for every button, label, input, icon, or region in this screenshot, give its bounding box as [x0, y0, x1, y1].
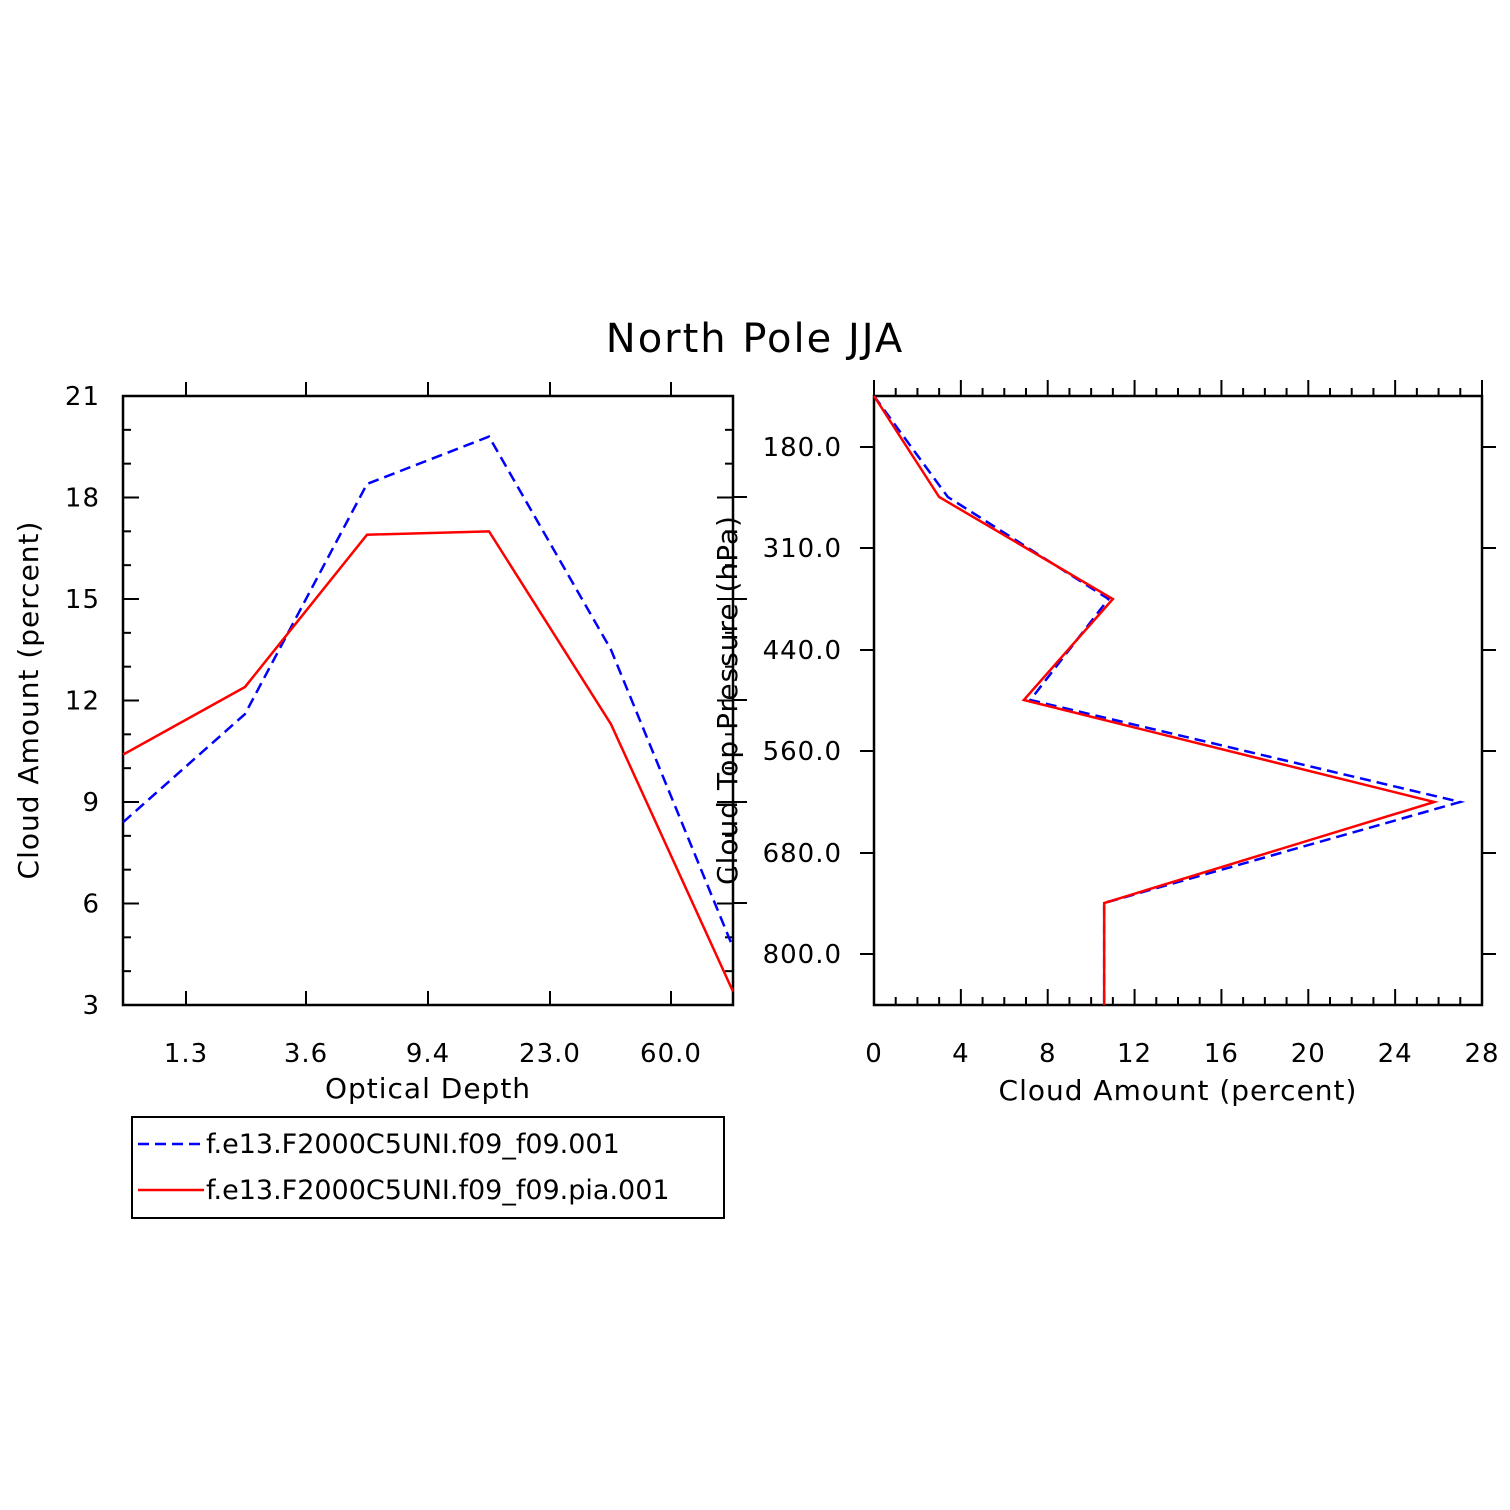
left-x-axis-label: Optical Depth	[325, 1072, 531, 1105]
left-x-tick-label: 23.0	[519, 1039, 581, 1069]
figure-title: North Pole JJA	[606, 316, 904, 362]
right-x-tick-label: 28	[1464, 1039, 1499, 1069]
left-y-tick-label: 12	[65, 687, 100, 717]
left-plot-frame	[121, 394, 735, 1007]
right-y-tick-label: 440.0	[763, 636, 842, 666]
left-axis-ticks: 1.3 3.6 9.4 23.0 60.0 3 6 9 12 15 18 21	[65, 382, 733, 1069]
left-series-2-line	[122, 530, 735, 992]
legend-box	[131, 1116, 725, 1219]
right-series-lines	[872, 395, 1466, 1005]
right-series-1-line	[872, 395, 1466, 1005]
left-series-lines	[122, 435, 735, 992]
left-x-tick-label: 1.3	[164, 1039, 208, 1069]
left-x-tick-label: 60.0	[640, 1039, 702, 1069]
left-x-tick-label: 3.6	[284, 1039, 328, 1069]
right-x-tick-label: 4	[952, 1039, 970, 1069]
right-x-tick-label: 20	[1291, 1039, 1326, 1069]
right-plot-frame	[872, 394, 1484, 1007]
right-x-tick-label: 0	[865, 1039, 883, 1069]
legend-label-series-1: f.e13.F2000C5UNI.f09_f09.001	[206, 1129, 620, 1160]
right-y-tick-label: 800.0	[763, 940, 842, 970]
right-y-tick-label: 310.0	[763, 534, 842, 564]
right-y-tick-label: 180.0	[763, 433, 842, 463]
cloud-top-pressure-chart: 0 4 8 12 16 20 24 28 180.0 310.0 440.0 560.0 680.0 80…	[711, 380, 1499, 1107]
left-x-tick-label: 9.4	[406, 1039, 450, 1069]
right-y-axis-label: Cloud Top Pressure (hPa)	[711, 515, 744, 885]
left-y-axis-label: Cloud Amount (percent)	[12, 521, 45, 880]
left-y-tick-label: 9	[82, 788, 100, 818]
right-x-tick-label: 8	[1039, 1039, 1057, 1069]
right-x-axis-label: Cloud Amount (percent)	[999, 1074, 1358, 1107]
legend-label-series-2: f.e13.F2000C5UNI.f09_f09.pia.001	[206, 1175, 670, 1206]
left-y-tick-label: 18	[65, 484, 100, 514]
left-y-tick-label: 21	[65, 382, 100, 412]
left-y-tick-label: 3	[82, 991, 100, 1021]
left-series-1-line	[122, 435, 735, 948]
left-y-tick-label: 6	[82, 890, 100, 920]
right-y-tick-label: 680.0	[763, 839, 842, 869]
right-y-tick-label: 560.0	[763, 737, 842, 767]
optical-depth-chart: 1.3 3.6 9.4 23.0 60.0 3 6 9 12 15 18 21 Optical Dep…	[12, 382, 735, 1105]
right-x-tick-label: 24	[1378, 1039, 1413, 1069]
right-series-2-line	[872, 395, 1439, 1005]
right-x-tick-label: 16	[1204, 1039, 1239, 1069]
left-y-tick-label: 15	[65, 585, 100, 615]
right-x-tick-label: 12	[1117, 1039, 1152, 1069]
legend: f.e13.F2000C5UNI.f09_f09.001 f.e13.F2000…	[131, 1116, 725, 1219]
right-axis-ticks: 0 4 8 12 16 20 24 28 180.0 310.0 440.0 560.0 680.0 80…	[733, 380, 1499, 1069]
